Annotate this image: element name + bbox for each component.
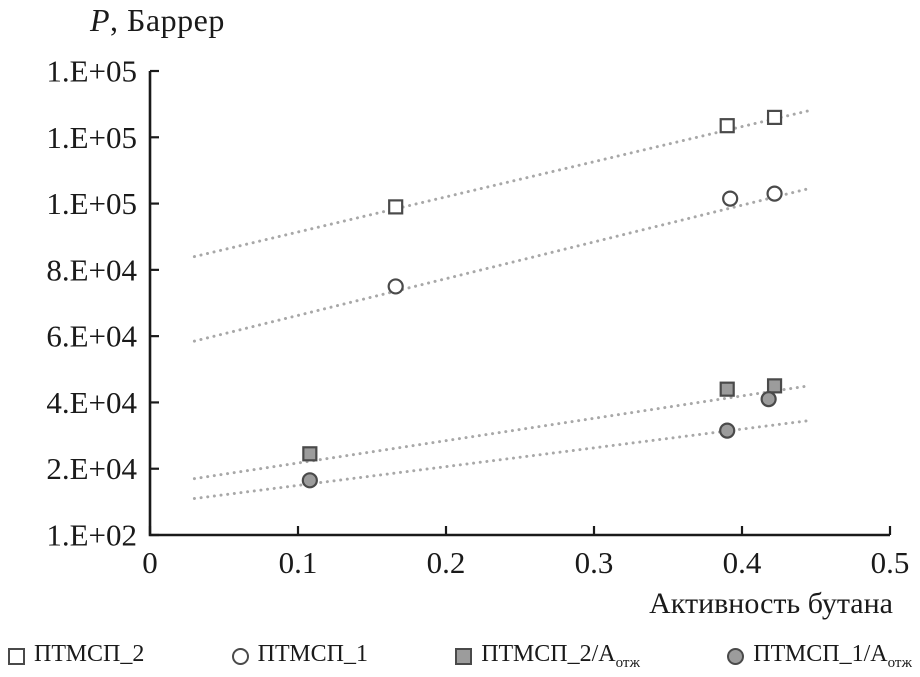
x-tick-label: 0.5	[871, 545, 910, 580]
x-tick-label: 0.3	[575, 545, 614, 580]
series-filled-square	[192, 378, 811, 481]
point-marker	[719, 422, 736, 439]
y-tick-label: 2.E+04	[46, 451, 137, 486]
y-axis-title-symbol: P	[90, 2, 111, 38]
trend-line	[192, 187, 811, 343]
point-marker	[766, 109, 783, 126]
point-marker	[301, 472, 318, 489]
y-tick-label: 1.E+05	[46, 186, 137, 221]
point-marker	[760, 391, 777, 408]
y-tick-label: 1.E+05	[46, 120, 137, 155]
legend-item-ptmsp-1-annealed: ПТМСП_1/Аотж	[727, 641, 912, 672]
legend-label-text: ПТМСП_1	[257, 641, 368, 667]
y-tick-label: 8.E+04	[46, 252, 137, 287]
legend-item-ptmsp-1: ПТМСП_1	[231, 641, 368, 672]
open-square-marker-icon	[8, 647, 25, 665]
legend-label: ПТМСП_1/Аотж	[753, 641, 912, 672]
point-marker	[766, 378, 783, 394]
x-tick-label: 0.2	[427, 545, 466, 580]
series-open-square	[192, 109, 811, 259]
y-axis-title: P, Баррер	[90, 0, 225, 40]
point-marker	[302, 446, 318, 462]
legend: ПТМСП_2 ПТМСП_1 ПТМСП_2/Аотж ПТМСП_1/Аот…	[8, 641, 912, 672]
legend-item-ptmsp-2: ПТМСП_2	[8, 641, 144, 672]
trend-line	[192, 109, 811, 259]
x-tick-label: 0.1	[279, 545, 318, 580]
y-tick-label: 1.E+05	[46, 54, 137, 89]
y-tick-label: 4.E+04	[46, 385, 137, 420]
point-marker	[388, 199, 404, 215]
filled-square-marker-icon	[455, 647, 473, 665]
series-filled-circle	[192, 391, 811, 501]
legend-label: ПТМСП_2	[34, 641, 144, 672]
legend-label-text: ПТМСП_1/А	[753, 641, 888, 667]
legend-label-subscript: отж	[887, 654, 912, 671]
plot-area: 1.E+05 1.E+05 1.E+05 8.E+04 6.E+04 4.E+04 2.E+…	[46, 54, 910, 621]
x-axis-title: Активность бутана	[649, 587, 893, 620]
series-open-circle	[192, 185, 811, 343]
y-axis-title-units: , Баррер	[110, 2, 225, 38]
point-marker	[387, 278, 404, 295]
point-marker	[722, 190, 739, 207]
legend-item-ptmsp-2-annealed: ПТМСП_2/Аотж	[455, 641, 640, 672]
x-tick-label: 0.4	[723, 545, 762, 580]
point-marker	[719, 381, 735, 397]
legend-label: ПТМСП_1	[258, 641, 368, 672]
x-tick-label: 0	[142, 545, 158, 580]
y-tick-label: 1.E+02	[46, 518, 137, 553]
legend-label-text: ПТМСП_2	[34, 641, 145, 667]
legend-label-text: ПТМСП_2/А	[481, 641, 616, 667]
legend-label: ПТМСП_2/Аотж	[481, 641, 640, 672]
point-marker	[719, 118, 735, 134]
trend-line	[192, 384, 811, 481]
filled-circle-marker-icon	[727, 647, 745, 665]
y-tick-label: 6.E+04	[46, 319, 137, 354]
axes	[148, 71, 890, 537]
trend-line	[192, 419, 811, 501]
legend-label-subscript: отж	[615, 654, 640, 671]
open-circle-marker-icon	[231, 647, 249, 665]
point-marker	[766, 185, 783, 202]
